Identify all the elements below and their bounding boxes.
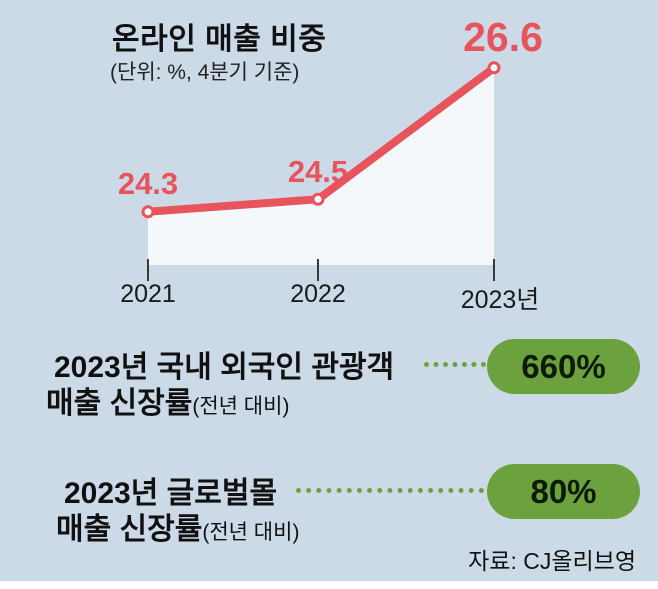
x-axis-label-2023: 2023년: [460, 286, 540, 314]
data-point-dot: [141, 205, 155, 219]
chart-title: 온라인 매출 비중: [112, 23, 327, 56]
stat2-subtitle-note: (전년 대비): [202, 521, 300, 544]
stat2-value-badge: 80%: [487, 464, 640, 519]
stat1-value-badge: 660%: [487, 339, 640, 394]
line-chart: [141, 61, 501, 281]
stat2-subtitle: 매출 신장률(전년 대비): [56, 504, 299, 548]
stat2-dotted-leader: [296, 488, 484, 493]
data-point-dots: [141, 61, 501, 219]
chart-subtitle: (단위: %, 4분기 기준): [110, 61, 300, 84]
stat1-dotted-leader: [424, 362, 486, 367]
x-axis-label-2021: 2021: [120, 280, 176, 308]
value-label-2023: 26.6: [463, 14, 543, 60]
value-label-2022: 24.5: [287, 154, 349, 189]
bottom-margin: [0, 581, 658, 589]
stat1-subtitle-note: (전년 대비): [192, 395, 290, 418]
chart-area-fill: [148, 67, 494, 265]
data-point-dot: [487, 61, 501, 75]
stat2-subtitle-main: 매출 신장률: [56, 513, 203, 546]
stat2-value: 80%: [530, 472, 597, 510]
x-axis-label-2022: 2022: [290, 280, 346, 308]
data-point-dot: [311, 192, 325, 206]
axis-ticks: [147, 259, 495, 281]
stat1-subtitle: 매출 신장률(전년 대비): [46, 378, 289, 422]
stat1-subtitle-main: 매출 신장률: [46, 387, 193, 420]
stat1-title: 2023년 국내 외국인 관광객: [54, 351, 395, 384]
source-credit: 자료: CJ올리브영: [468, 548, 636, 574]
value-label-2021: 24.3: [117, 166, 179, 201]
stat2-title: 2023년 글로벌몰: [64, 477, 278, 510]
stat1-value: 660%: [521, 347, 606, 385]
